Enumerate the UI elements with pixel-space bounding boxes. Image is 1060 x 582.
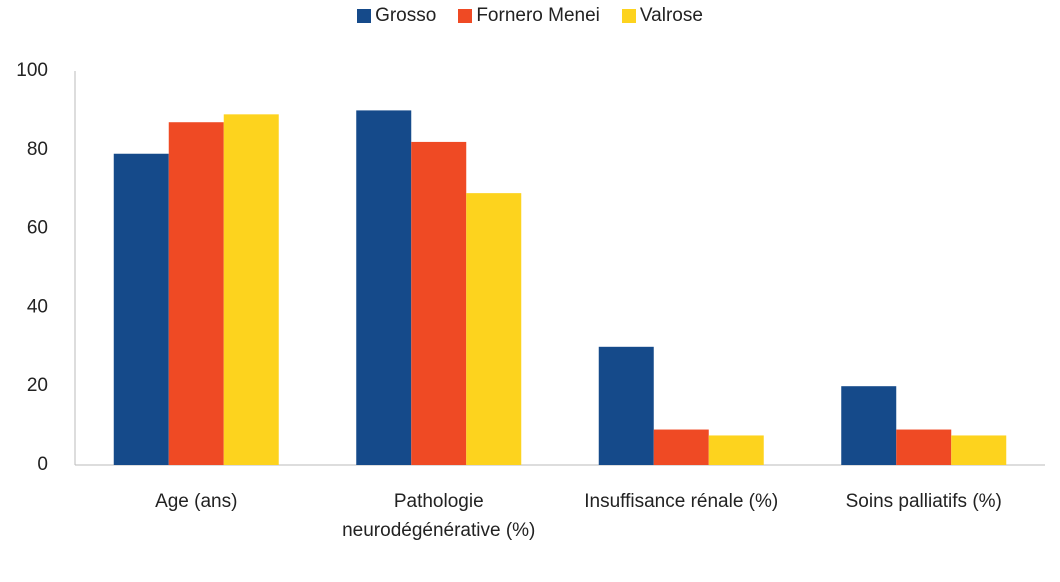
y-tick-label: 40 (27, 296, 48, 317)
x-tick-label: Soins palliatifs (%) (845, 491, 1002, 512)
x-tick-label: Age (ans) (155, 491, 238, 512)
legend-item: Grosso (357, 5, 436, 27)
y-tick-label: 80 (27, 139, 48, 160)
legend-label: Grosso (375, 5, 437, 26)
x-tick-label: Insuffisance rénale (%) (584, 491, 779, 512)
y-tick-label: 0 (37, 454, 48, 475)
legend-label: Fornero Menei (476, 5, 600, 26)
legend-swatch (458, 9, 473, 23)
legend: Grosso Fornero Menei Valrose (0, 5, 1060, 27)
bar (896, 429, 952, 465)
bar (168, 122, 224, 465)
bar (113, 153, 169, 466)
bar (708, 435, 764, 465)
legend-label: Valrose (639, 5, 703, 26)
bar (841, 386, 897, 465)
bar (653, 429, 709, 465)
legend-swatch (357, 9, 372, 23)
bar (598, 346, 654, 465)
legend-item: Valrose (621, 5, 703, 27)
bar (951, 435, 1007, 465)
y-tick-label: 100 (16, 60, 48, 81)
legend-item: Fornero Menei (458, 5, 600, 27)
x-tick-label: Pathologie neurodégénérative (%) (342, 491, 536, 541)
bar (356, 110, 412, 466)
bar (411, 141, 467, 466)
bar (466, 193, 522, 465)
y-tick-label: 20 (27, 375, 48, 396)
y-tick-label: 60 (27, 218, 48, 239)
bar (223, 114, 279, 465)
legend-swatch (621, 9, 636, 23)
